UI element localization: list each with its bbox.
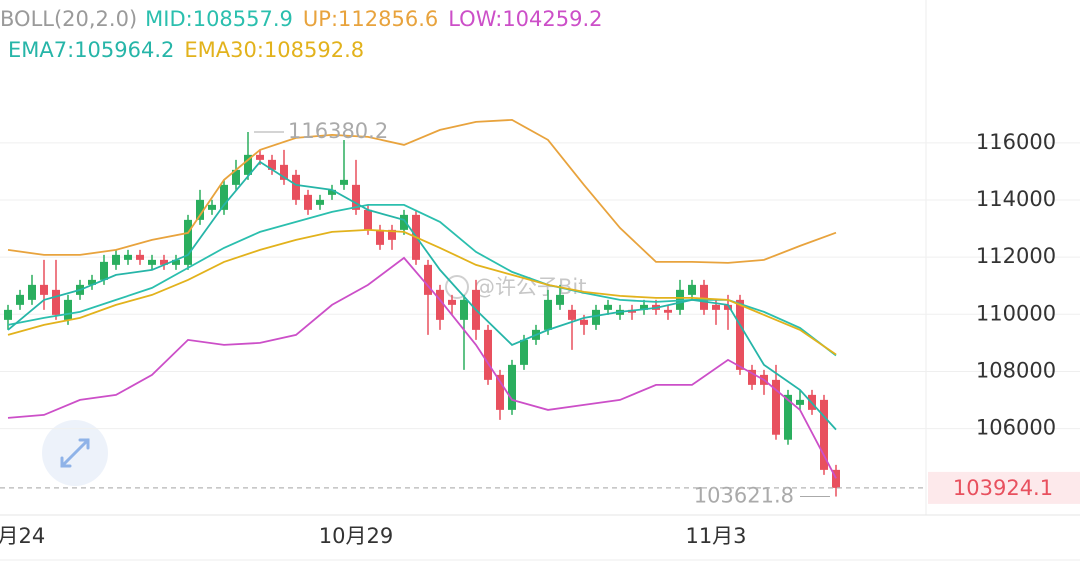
candle-body bbox=[832, 469, 840, 488]
candle-body bbox=[100, 261, 108, 280]
candle-body bbox=[784, 394, 792, 440]
candle-body bbox=[388, 229, 396, 240]
candle-body bbox=[508, 364, 516, 410]
min-label: 103621.8 bbox=[694, 484, 794, 508]
candle-body bbox=[172, 259, 180, 265]
indicator-line bbox=[7, 118, 837, 264]
candle-body bbox=[568, 309, 576, 320]
watermark-logo bbox=[445, 275, 469, 299]
candle-body bbox=[352, 184, 360, 210]
y-tick-label: 114000 bbox=[976, 187, 1056, 211]
expand-arrows bbox=[60, 438, 90, 468]
max-label: 116380.2 bbox=[288, 119, 388, 143]
candle-body bbox=[604, 304, 612, 310]
x-tick-label: 10月24 bbox=[0, 524, 45, 548]
candle-body bbox=[580, 319, 588, 325]
last-price-tag bbox=[928, 471, 1080, 504]
candle-body bbox=[712, 304, 720, 310]
candle-body bbox=[400, 214, 408, 230]
candle-body bbox=[448, 299, 456, 305]
legend-entry: LOW:104259.2 bbox=[448, 7, 602, 31]
candle-body bbox=[268, 159, 276, 170]
plot-area bbox=[4, 118, 840, 497]
candle-body bbox=[748, 369, 756, 385]
candle-body bbox=[52, 289, 60, 315]
candle-body bbox=[208, 204, 216, 210]
legend-entry: EMA7:105964.2 bbox=[8, 38, 174, 62]
candle-body bbox=[88, 279, 96, 285]
candle-body bbox=[292, 174, 300, 200]
candle-body bbox=[796, 399, 804, 405]
candle-body bbox=[772, 379, 780, 435]
candle-body bbox=[4, 309, 12, 320]
candle-body bbox=[136, 254, 144, 260]
candle-body bbox=[160, 259, 168, 265]
expand-icon[interactable] bbox=[42, 420, 108, 486]
candle-body bbox=[64, 299, 72, 320]
candle-body bbox=[436, 289, 444, 320]
candle-body bbox=[232, 169, 240, 185]
candle-body bbox=[340, 179, 348, 185]
candle-body bbox=[424, 264, 432, 295]
candle-body bbox=[28, 284, 36, 300]
candle-body bbox=[16, 294, 24, 305]
x-tick-label: 10月29 bbox=[319, 524, 393, 548]
candle-body bbox=[40, 284, 48, 295]
candle-body bbox=[184, 219, 192, 265]
legend-entry: UP:112856.6 bbox=[303, 7, 438, 31]
candle-body bbox=[544, 299, 552, 330]
last-price-label: 103924.1 bbox=[953, 476, 1053, 500]
candle-body bbox=[220, 184, 228, 210]
candle-body bbox=[556, 294, 564, 305]
candle-body bbox=[724, 304, 732, 310]
candle-body bbox=[124, 254, 132, 260]
y-tick-label: 116000 bbox=[976, 130, 1056, 154]
indicator-line bbox=[7, 256, 837, 479]
indicator-line bbox=[7, 228, 837, 356]
candle-body bbox=[496, 374, 504, 410]
legend-entry: MID:108557.9 bbox=[145, 7, 293, 31]
candle-body bbox=[736, 299, 744, 370]
candle-body bbox=[520, 339, 528, 365]
y-tick-label: 110000 bbox=[976, 301, 1056, 325]
candle-body bbox=[664, 309, 672, 313]
y-tick-label: 108000 bbox=[976, 358, 1056, 382]
candle-body bbox=[304, 194, 312, 210]
y-tick-label: 112000 bbox=[976, 244, 1056, 268]
y-tick-label: 106000 bbox=[976, 416, 1056, 440]
candle-body bbox=[640, 304, 648, 310]
candle-body bbox=[592, 309, 600, 325]
candle-body bbox=[148, 259, 156, 265]
candle-body bbox=[256, 154, 264, 160]
candle-body bbox=[820, 399, 828, 470]
x-tick-label: 11月3 bbox=[685, 524, 746, 548]
candle-body bbox=[364, 209, 372, 230]
candle-body bbox=[244, 154, 252, 175]
candle-body bbox=[688, 284, 696, 295]
candle-body bbox=[196, 199, 204, 220]
candle-body bbox=[316, 199, 324, 205]
legend-entry: EMA30:108592.8 bbox=[184, 38, 364, 62]
candle-body bbox=[460, 299, 468, 320]
candle-body bbox=[280, 164, 288, 180]
indicator-label: BOLL(20,2.0) bbox=[0, 7, 137, 31]
candle-body bbox=[700, 284, 708, 310]
candle-body bbox=[376, 229, 384, 245]
candle-body bbox=[328, 189, 336, 195]
candle-body bbox=[484, 329, 492, 380]
candle-body bbox=[112, 254, 120, 265]
indicator-line bbox=[7, 160, 837, 431]
